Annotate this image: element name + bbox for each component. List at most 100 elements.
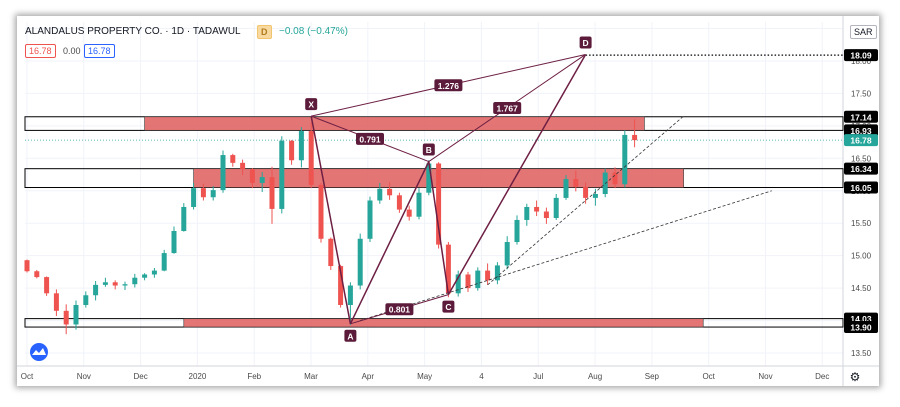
x-tick-label: Nov — [758, 372, 772, 381]
ask-price[interactable]: 16.78 — [84, 44, 115, 58]
price-level-label: 18.09 — [850, 51, 872, 61]
candle-body — [338, 266, 344, 305]
currency-label[interactable]: SAR — [850, 25, 877, 39]
chart-canvas: Oct Nov Dec 2020 Feb Mar Apr May 4 Jul Aug Sep Oct No… — [17, 16, 879, 386]
candle-body — [151, 270, 157, 275]
settings-gear-icon[interactable]: ⚙ — [850, 370, 861, 384]
candle-body — [573, 179, 579, 187]
pattern-leg — [310, 115, 352, 324]
candle-body — [161, 253, 167, 271]
candle-body — [347, 285, 353, 305]
ratio-label-box — [434, 79, 463, 92]
price-level-box — [844, 181, 878, 194]
candle-body — [632, 134, 638, 141]
candle-body — [475, 270, 481, 289]
ratio-label: 1.767 — [497, 104, 519, 114]
ratio-label-box — [493, 102, 522, 114]
pattern-point-box — [442, 300, 455, 313]
ratio-label: 0.791 — [359, 134, 381, 144]
candle-body — [485, 270, 491, 281]
pattern-point-box — [344, 329, 357, 342]
pattern-point-label: C — [445, 302, 451, 312]
dot-indicator[interactable]: D — [257, 25, 272, 39]
candle-body — [93, 284, 99, 296]
price-level-label: 16.93 — [850, 126, 872, 136]
y-tick-label: 18.00 — [851, 57, 872, 66]
candle-body — [63, 310, 69, 325]
candle-body — [200, 188, 206, 198]
price-level-box — [844, 134, 878, 147]
candle-body — [210, 190, 216, 198]
price-level-label: 16.78 — [850, 136, 872, 146]
price-level-label: 16.34 — [850, 164, 872, 174]
candle-body — [249, 169, 255, 183]
x-tick-label: 2020 — [189, 372, 207, 381]
candle-body — [514, 219, 520, 243]
candle-body — [181, 206, 187, 231]
candle-body — [308, 131, 314, 185]
candle-body — [279, 140, 285, 209]
candle-body — [465, 274, 471, 289]
x-tick-label: Dec — [815, 372, 829, 381]
y-tick-label: 15.00 — [851, 252, 872, 261]
pattern-leg — [428, 161, 450, 295]
pattern-point-label: D — [583, 38, 589, 48]
candle-body — [122, 284, 128, 286]
candle-body — [289, 140, 295, 161]
candle-body — [230, 155, 236, 163]
candle-body — [583, 186, 589, 198]
price-level-box — [844, 49, 878, 62]
candle-body — [612, 172, 618, 185]
supply-demand-zone — [183, 318, 704, 328]
candle-body — [269, 177, 275, 209]
y-tick-label: 14.50 — [851, 284, 872, 293]
price-level-label: 17.14 — [850, 112, 872, 122]
x-tick-label: Jul — [533, 372, 543, 381]
candle-body — [298, 131, 304, 161]
candle-body — [524, 206, 530, 220]
candle-body — [259, 177, 265, 183]
tradingview-logo-icon — [30, 343, 48, 361]
candle-body — [377, 188, 383, 201]
x-tick-label: Feb — [247, 372, 261, 381]
x-tick-label: Oct — [702, 372, 715, 381]
price-level-label: 16.05 — [850, 183, 872, 193]
candle-body — [543, 211, 549, 219]
candle-body — [171, 230, 177, 254]
x-tick-label: Aug — [588, 372, 602, 381]
chart-window: Oct Nov Dec 2020 Feb Mar Apr May 4 Jul Aug Sep Oct No… — [17, 16, 879, 386]
spread-value: 0.00 — [63, 46, 81, 56]
pattern-leg — [447, 54, 587, 295]
ratio-label-box — [385, 303, 414, 316]
x-tick-label: Apr — [362, 372, 375, 381]
trend-line — [487, 115, 684, 286]
candle-body — [328, 238, 334, 267]
price-change: −0.08 (−0.47%) — [279, 26, 348, 37]
pattern-point-label: B — [426, 145, 432, 155]
candle-body — [367, 200, 373, 239]
candle-body — [396, 195, 402, 210]
candle-body — [455, 274, 461, 294]
pattern-point-label: A — [347, 331, 353, 341]
candle-body — [592, 194, 598, 198]
price-level-box — [844, 321, 878, 334]
candle-body — [112, 282, 118, 286]
candle-body — [494, 265, 500, 281]
x-tick-label: Mar — [304, 372, 318, 381]
tradingview-logo-icon — [32, 348, 46, 355]
supply-demand-zone — [144, 116, 645, 131]
symbol-title: ALANDALUS PROPERTY CO. · 1D · TADAWUL — [25, 26, 241, 37]
candle-body — [406, 209, 412, 217]
x-tick-label: Dec — [133, 372, 147, 381]
pattern-point-box — [579, 36, 592, 49]
y-tick-label: 17.50 — [851, 89, 872, 98]
x-tick-label: Nov — [77, 372, 91, 381]
y-tick-label: 16.50 — [851, 154, 872, 163]
candle-body — [83, 295, 89, 305]
pattern-point-box — [305, 98, 318, 111]
candle-body — [191, 188, 197, 207]
candle-body — [53, 293, 59, 311]
bid-price[interactable]: 16.78 — [25, 44, 56, 58]
candle-body — [220, 155, 226, 191]
x-tick-label: 4 — [479, 372, 484, 381]
